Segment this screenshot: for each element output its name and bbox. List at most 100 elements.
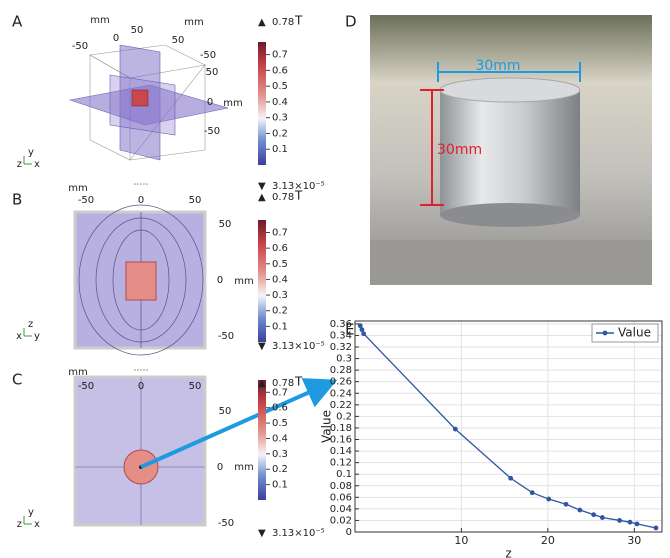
triad-axis: z bbox=[17, 519, 22, 530]
colorbar-max: 0.78 bbox=[272, 17, 294, 28]
axis-tick-label: mm bbox=[223, 98, 242, 109]
colorbar-tick-label: 0.2 bbox=[272, 464, 288, 475]
panel-label: D bbox=[345, 13, 357, 31]
data-point bbox=[617, 518, 622, 523]
axis-tick-label: -50 bbox=[78, 381, 94, 392]
triad-axis: y bbox=[34, 331, 40, 342]
axis-tick-label: -50 bbox=[204, 126, 220, 137]
axis-tick-label: mm bbox=[234, 462, 253, 473]
colorbar bbox=[258, 380, 266, 500]
colorbar-tick-label: 0.5 bbox=[272, 81, 288, 92]
colorbar-tick-label: 0.3 bbox=[272, 449, 288, 460]
legend-swatch-point bbox=[603, 331, 608, 336]
data-point bbox=[508, 476, 513, 481]
axis-tick-label: 0 bbox=[138, 195, 144, 206]
panel-a-render bbox=[70, 45, 228, 160]
colorbar-tick-label: 0.3 bbox=[272, 290, 288, 301]
triad-axis: x bbox=[16, 331, 22, 342]
y-tick-label: 0.08 bbox=[330, 481, 352, 492]
y-axis-label: Value bbox=[320, 410, 334, 443]
colorbar-tick-label: 0.6 bbox=[272, 403, 288, 414]
y-tick-label: 0.36 bbox=[330, 319, 352, 330]
colorbar-max-marker: ▲ bbox=[258, 378, 266, 389]
y-tick-label: 0.3 bbox=[336, 354, 352, 365]
colorbar-tick-label: 0.7 bbox=[272, 228, 288, 239]
data-point bbox=[654, 526, 659, 531]
colorbar-max: 0.78 bbox=[272, 192, 294, 203]
y-tick-label: 0.12 bbox=[330, 458, 352, 469]
triad-axis: z bbox=[28, 319, 33, 330]
colorbar bbox=[258, 42, 266, 165]
axis-tick-label: mm bbox=[184, 17, 203, 28]
colorbar-max: 0.78 bbox=[272, 378, 294, 389]
legend-label: Value bbox=[618, 326, 651, 340]
x-axis-label: z bbox=[505, 547, 511, 558]
panel-label: C bbox=[12, 371, 22, 389]
colorbar-tick-label: 0.1 bbox=[272, 144, 288, 155]
axis-tick-label: 50 bbox=[131, 25, 144, 36]
y-tick-label: 0 bbox=[346, 527, 352, 538]
colorbar-tick-label: 0.6 bbox=[272, 65, 288, 76]
triad-axis: y bbox=[28, 507, 34, 518]
triad-axis: z bbox=[17, 159, 22, 170]
triad-axis: y bbox=[28, 147, 34, 158]
triad-axis: x bbox=[34, 519, 40, 530]
data-point bbox=[530, 490, 535, 495]
plot-area bbox=[355, 321, 662, 532]
panel-c-render bbox=[75, 377, 330, 525]
data-point bbox=[577, 508, 582, 513]
axis-tick-label: 50 bbox=[189, 381, 202, 392]
colorbar-tick-label: 0.3 bbox=[272, 113, 288, 124]
colorbar-max-marker: ▲ bbox=[258, 192, 266, 203]
y-tick-label: 0.32 bbox=[330, 342, 352, 353]
colorbar-max-marker: ▲ bbox=[258, 17, 266, 28]
axis-tick-label: 0 bbox=[113, 33, 119, 44]
colorbar-tick-label: 0.2 bbox=[272, 306, 288, 317]
x-tick-label: 30 bbox=[627, 534, 641, 547]
axis-tick-label: 50 bbox=[219, 219, 232, 230]
axis-tick-label: 0 bbox=[138, 381, 144, 392]
height-label: 30mm bbox=[437, 142, 482, 158]
axis-tick-label: mm bbox=[90, 15, 109, 26]
axis-tick-label: 50 bbox=[172, 35, 185, 46]
colorbar-tick-label: 0.1 bbox=[272, 321, 288, 332]
x-tick-label: 10 bbox=[454, 534, 468, 547]
colorbar-tick-label: 0.7 bbox=[272, 50, 288, 61]
diameter-label: 30mm bbox=[475, 58, 520, 74]
y-tick-label: 0.14 bbox=[330, 446, 352, 457]
y-tick-label: 0.22 bbox=[330, 400, 352, 411]
axis-tick-label: -50 bbox=[218, 518, 234, 529]
axis-tick-label: -50 bbox=[218, 331, 234, 342]
y-tick-label: 0.2 bbox=[336, 411, 352, 422]
axis-tick-label: -50 bbox=[200, 50, 216, 61]
axis-tick-label: 50 bbox=[189, 195, 202, 206]
colorbar-tick-label: 0.6 bbox=[272, 243, 288, 254]
y-tick-label: 0.06 bbox=[330, 492, 352, 503]
panel-label: B bbox=[12, 191, 22, 209]
data-point bbox=[591, 512, 596, 517]
panel-b-render bbox=[75, 205, 205, 355]
colorbar-unit: T bbox=[294, 189, 303, 203]
colorbar-tick-label: 0.5 bbox=[272, 418, 288, 429]
axis-tick-label: 50 bbox=[206, 67, 219, 78]
colorbar bbox=[258, 220, 266, 342]
y-tick-label: 0.26 bbox=[330, 377, 352, 388]
data-point bbox=[361, 331, 366, 336]
data-point bbox=[628, 520, 633, 525]
x-tick-label: 20 bbox=[541, 534, 555, 547]
figure: 30mm 30mm ABCDEmm50mm-50050-50500mm-50mm… bbox=[0, 0, 670, 558]
data-point bbox=[453, 427, 458, 432]
axis-tick-label: -50 bbox=[78, 195, 94, 206]
data-point bbox=[635, 522, 640, 527]
colorbar-min-marker: ▼ bbox=[258, 341, 266, 352]
colorbar-min: 3.13×10⁻⁵ bbox=[272, 341, 325, 352]
colorbar-tick-label: 0.4 bbox=[272, 433, 288, 444]
colorbar-min-marker: ▼ bbox=[258, 528, 266, 539]
y-tick-label: 0.1 bbox=[336, 469, 352, 480]
axis-tick-label: 50 bbox=[219, 406, 232, 417]
axis-tick-label: mm bbox=[68, 367, 87, 378]
y-tick-label: 0.28 bbox=[330, 365, 352, 376]
y-tick-label: 0.02 bbox=[330, 515, 352, 526]
axis-tick-label: mm bbox=[68, 183, 87, 194]
colorbar-unit: T bbox=[294, 375, 303, 389]
